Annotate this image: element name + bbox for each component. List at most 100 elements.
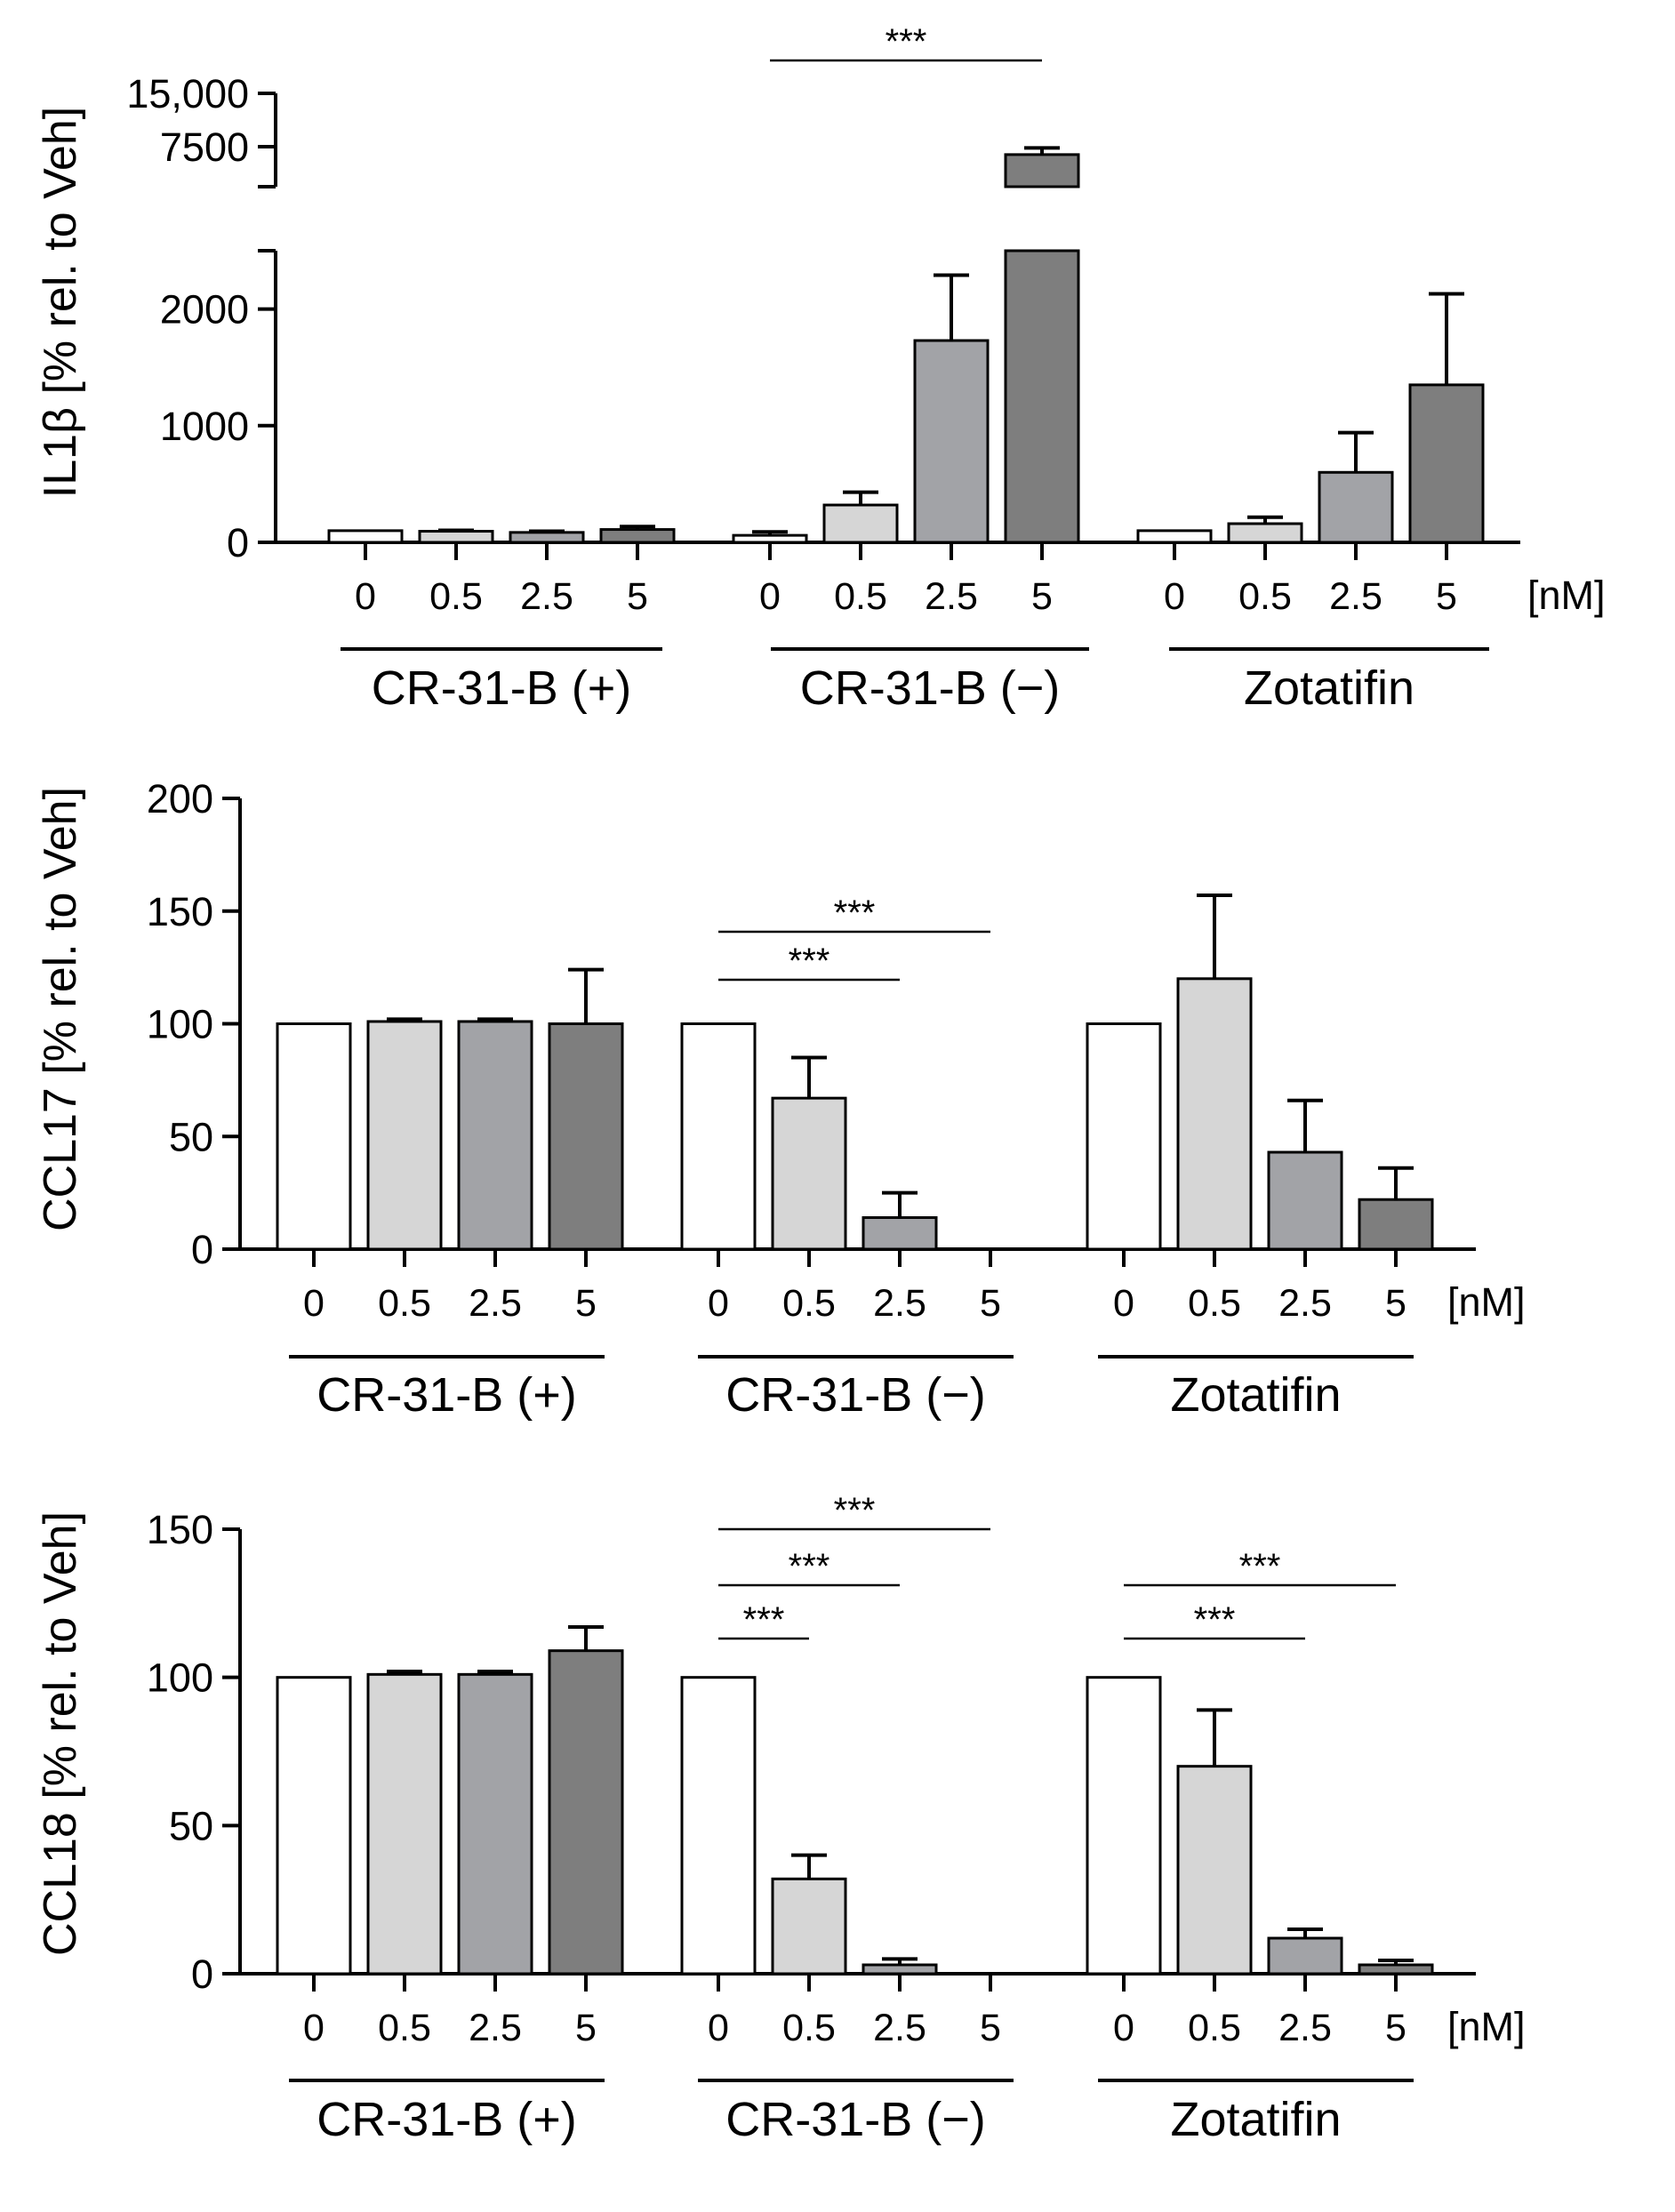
- significance-label: ***: [1194, 1600, 1236, 1639]
- group-label: Zotatifin: [1244, 661, 1415, 715]
- y-tick-label: 15,000: [126, 71, 249, 116]
- significance-label: ***: [886, 22, 927, 61]
- y-tick-label: 50: [169, 1114, 213, 1159]
- y-tick-label: 0: [191, 1227, 213, 1272]
- y-tick-label: 50: [169, 1803, 213, 1848]
- significance-label: ***: [1239, 1547, 1281, 1586]
- x-category-label: 0.5: [1188, 1282, 1241, 1325]
- x-category-label: 0: [759, 575, 781, 618]
- bar: [862, 1963, 938, 1976]
- bar: [548, 1649, 624, 1976]
- y-tick-label: 150: [147, 1507, 213, 1552]
- significance-label: ***: [789, 942, 830, 981]
- y-tick-label: 150: [147, 889, 213, 934]
- bar: [822, 503, 899, 544]
- x-category-label: 0.5: [834, 575, 887, 618]
- bar: [1176, 1765, 1253, 1976]
- bar: [327, 529, 404, 544]
- x-category-label: 2.5: [469, 2007, 522, 2049]
- x-category-label: 2.5: [469, 1282, 522, 1325]
- y-tick-label: 0: [191, 1952, 213, 1997]
- x-category-label: 5: [627, 575, 648, 618]
- y-axis-title: IL1β [% rel. to Veh]: [35, 107, 86, 498]
- bar: [548, 1022, 624, 1251]
- group-label: CR-31-B (+): [317, 2093, 577, 2146]
- y-tick-label: 1000: [160, 404, 249, 449]
- bar: [366, 1020, 443, 1251]
- x-category-label: 0: [708, 1282, 729, 1325]
- group-label: CR-31-B (+): [317, 1368, 577, 1422]
- bar: [1136, 529, 1213, 544]
- y-axis-title: CCL18 [% rel. to Veh]: [35, 1511, 86, 1956]
- x-category-label: 0: [303, 2007, 325, 2049]
- x-category-label: 0.5: [782, 1282, 836, 1325]
- group-label: CR-31-B (−): [725, 1368, 986, 1422]
- bar: [1176, 977, 1253, 1251]
- x-category-label: 2.5: [520, 575, 573, 618]
- x-category-label: 5: [1385, 1282, 1407, 1325]
- significance-label: ***: [743, 1600, 785, 1639]
- bar: [680, 1676, 757, 1976]
- bar: [1086, 1022, 1162, 1251]
- bar: [1004, 153, 1080, 188]
- y-tick-label: 7500: [160, 124, 249, 170]
- x-category-label: 2.5: [1278, 2007, 1332, 2049]
- bar: [276, 1676, 352, 1976]
- bar: [366, 1672, 443, 1976]
- bar: [680, 1022, 757, 1251]
- x-category-label: 2.5: [925, 575, 978, 618]
- x-category-label: 5: [575, 1282, 597, 1325]
- bar: [1267, 1936, 1343, 1976]
- x-category-label: 0.5: [1188, 2007, 1241, 2049]
- y-tick-label: 0: [227, 520, 249, 565]
- bar: [457, 1672, 533, 1976]
- bar: [771, 1877, 847, 1976]
- x-category-label: 0.5: [378, 1282, 431, 1325]
- x-category-label: 5: [1436, 575, 1457, 618]
- x-category-label: 0: [1164, 575, 1185, 618]
- x-category-label: 5: [980, 2007, 1001, 2049]
- y-tick-label: 100: [147, 1655, 213, 1701]
- bar: [457, 1020, 533, 1251]
- group-label: CR-31-B (−): [800, 661, 1061, 715]
- x-category-label: 0: [1113, 2007, 1134, 2049]
- bar: [1358, 1198, 1434, 1251]
- panel-il1-: 0 1000 2000 7500 15,000 IL1β [% rel. to Veh] 0…: [35, 22, 1606, 715]
- y-tick-label: 200: [147, 776, 213, 821]
- x-category-label: 0: [303, 1282, 325, 1325]
- bar: [1086, 1676, 1162, 1976]
- x-category-label: 5: [980, 1282, 1001, 1325]
- y-axis-title: CCL17 [% rel. to Veh]: [35, 787, 86, 1231]
- y-tick-label: 2000: [160, 287, 249, 333]
- group-label: Zotatifin: [1170, 1368, 1341, 1422]
- unit-label: [nM]: [1447, 1279, 1526, 1325]
- bar: [1408, 383, 1485, 544]
- bar: [862, 1216, 938, 1251]
- bar: [599, 528, 676, 544]
- bar: [1227, 522, 1303, 544]
- bar: [509, 531, 585, 544]
- x-category-label: 2.5: [873, 2007, 926, 2049]
- bar: [418, 530, 494, 544]
- x-category-label: 0: [1113, 1282, 1134, 1325]
- x-category-label: 0.5: [1238, 575, 1292, 618]
- x-category-label: 0.5: [378, 2007, 431, 2049]
- bar: [276, 1022, 352, 1251]
- bar: [1358, 1963, 1434, 1976]
- significance-label: ***: [834, 894, 876, 933]
- x-category-label: 2.5: [1278, 1282, 1332, 1325]
- unit-label: [nM]: [1447, 2004, 1526, 2049]
- y-tick-label: 100: [147, 1002, 213, 1047]
- x-category-label: 0: [355, 575, 376, 618]
- x-category-label: 5: [575, 2007, 597, 2049]
- x-category-label: 0: [708, 2007, 729, 2049]
- bar: [732, 533, 808, 544]
- x-category-label: 5: [1031, 575, 1053, 618]
- group-label: CR-31-B (+): [372, 661, 632, 715]
- unit-label: [nM]: [1527, 573, 1606, 618]
- x-category-label: 5: [1385, 2007, 1407, 2049]
- bar: [1318, 470, 1394, 544]
- x-category-label: 0.5: [429, 575, 483, 618]
